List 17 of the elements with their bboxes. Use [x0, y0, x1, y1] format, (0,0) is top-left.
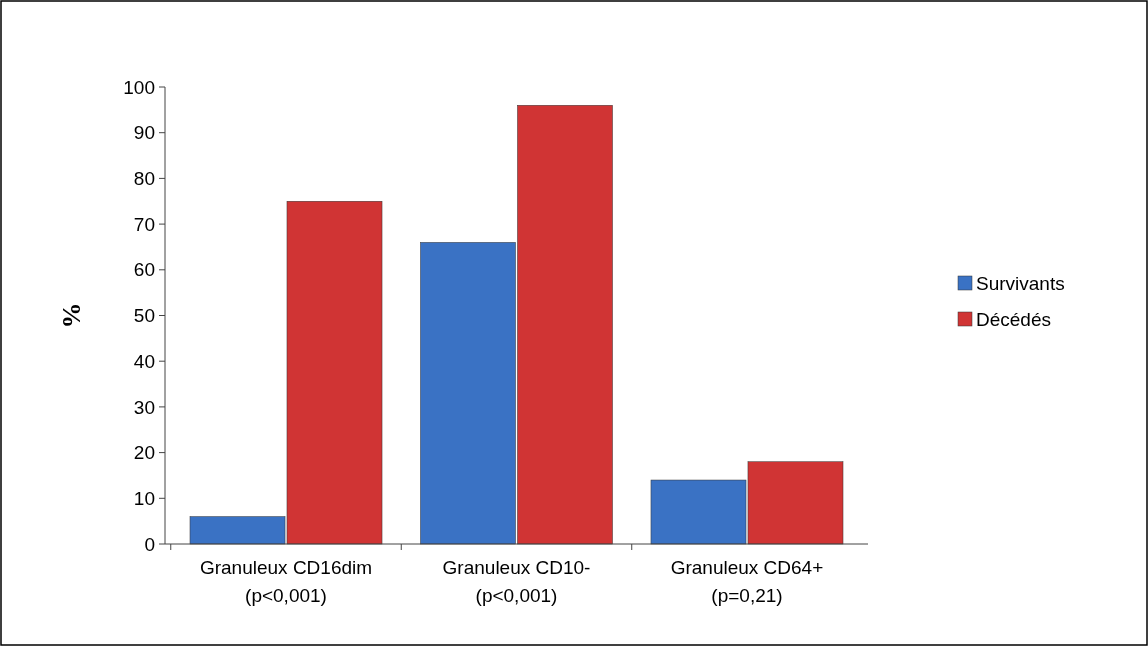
y-tick-label: 70	[133, 213, 155, 235]
y-tick-label: 100	[123, 76, 155, 98]
y-tick-label: 20	[133, 442, 155, 464]
y-tick-label: 30	[133, 396, 155, 418]
legend-label: Décédés	[976, 308, 1051, 330]
legend-label: Survivants	[976, 272, 1065, 294]
y-tick-label: 50	[133, 305, 155, 327]
y-tick-label: 80	[133, 168, 155, 190]
x-tick-label: Granuleux CD16dim (p<0,001)	[199, 557, 373, 606]
y-tick-label: 10	[133, 487, 155, 509]
y-tick-label: 0	[144, 533, 155, 555]
y-tick-label: 40	[133, 350, 155, 372]
x-tick-label: Granuleux CD64+ (p=0,21)	[670, 557, 824, 606]
y-tick-label: 60	[133, 259, 155, 281]
y-axis-title: %	[57, 302, 86, 329]
x-tick-label: Granuleux CD10- (p<0,001)	[442, 557, 591, 606]
y-tick-label: 90	[133, 122, 155, 144]
